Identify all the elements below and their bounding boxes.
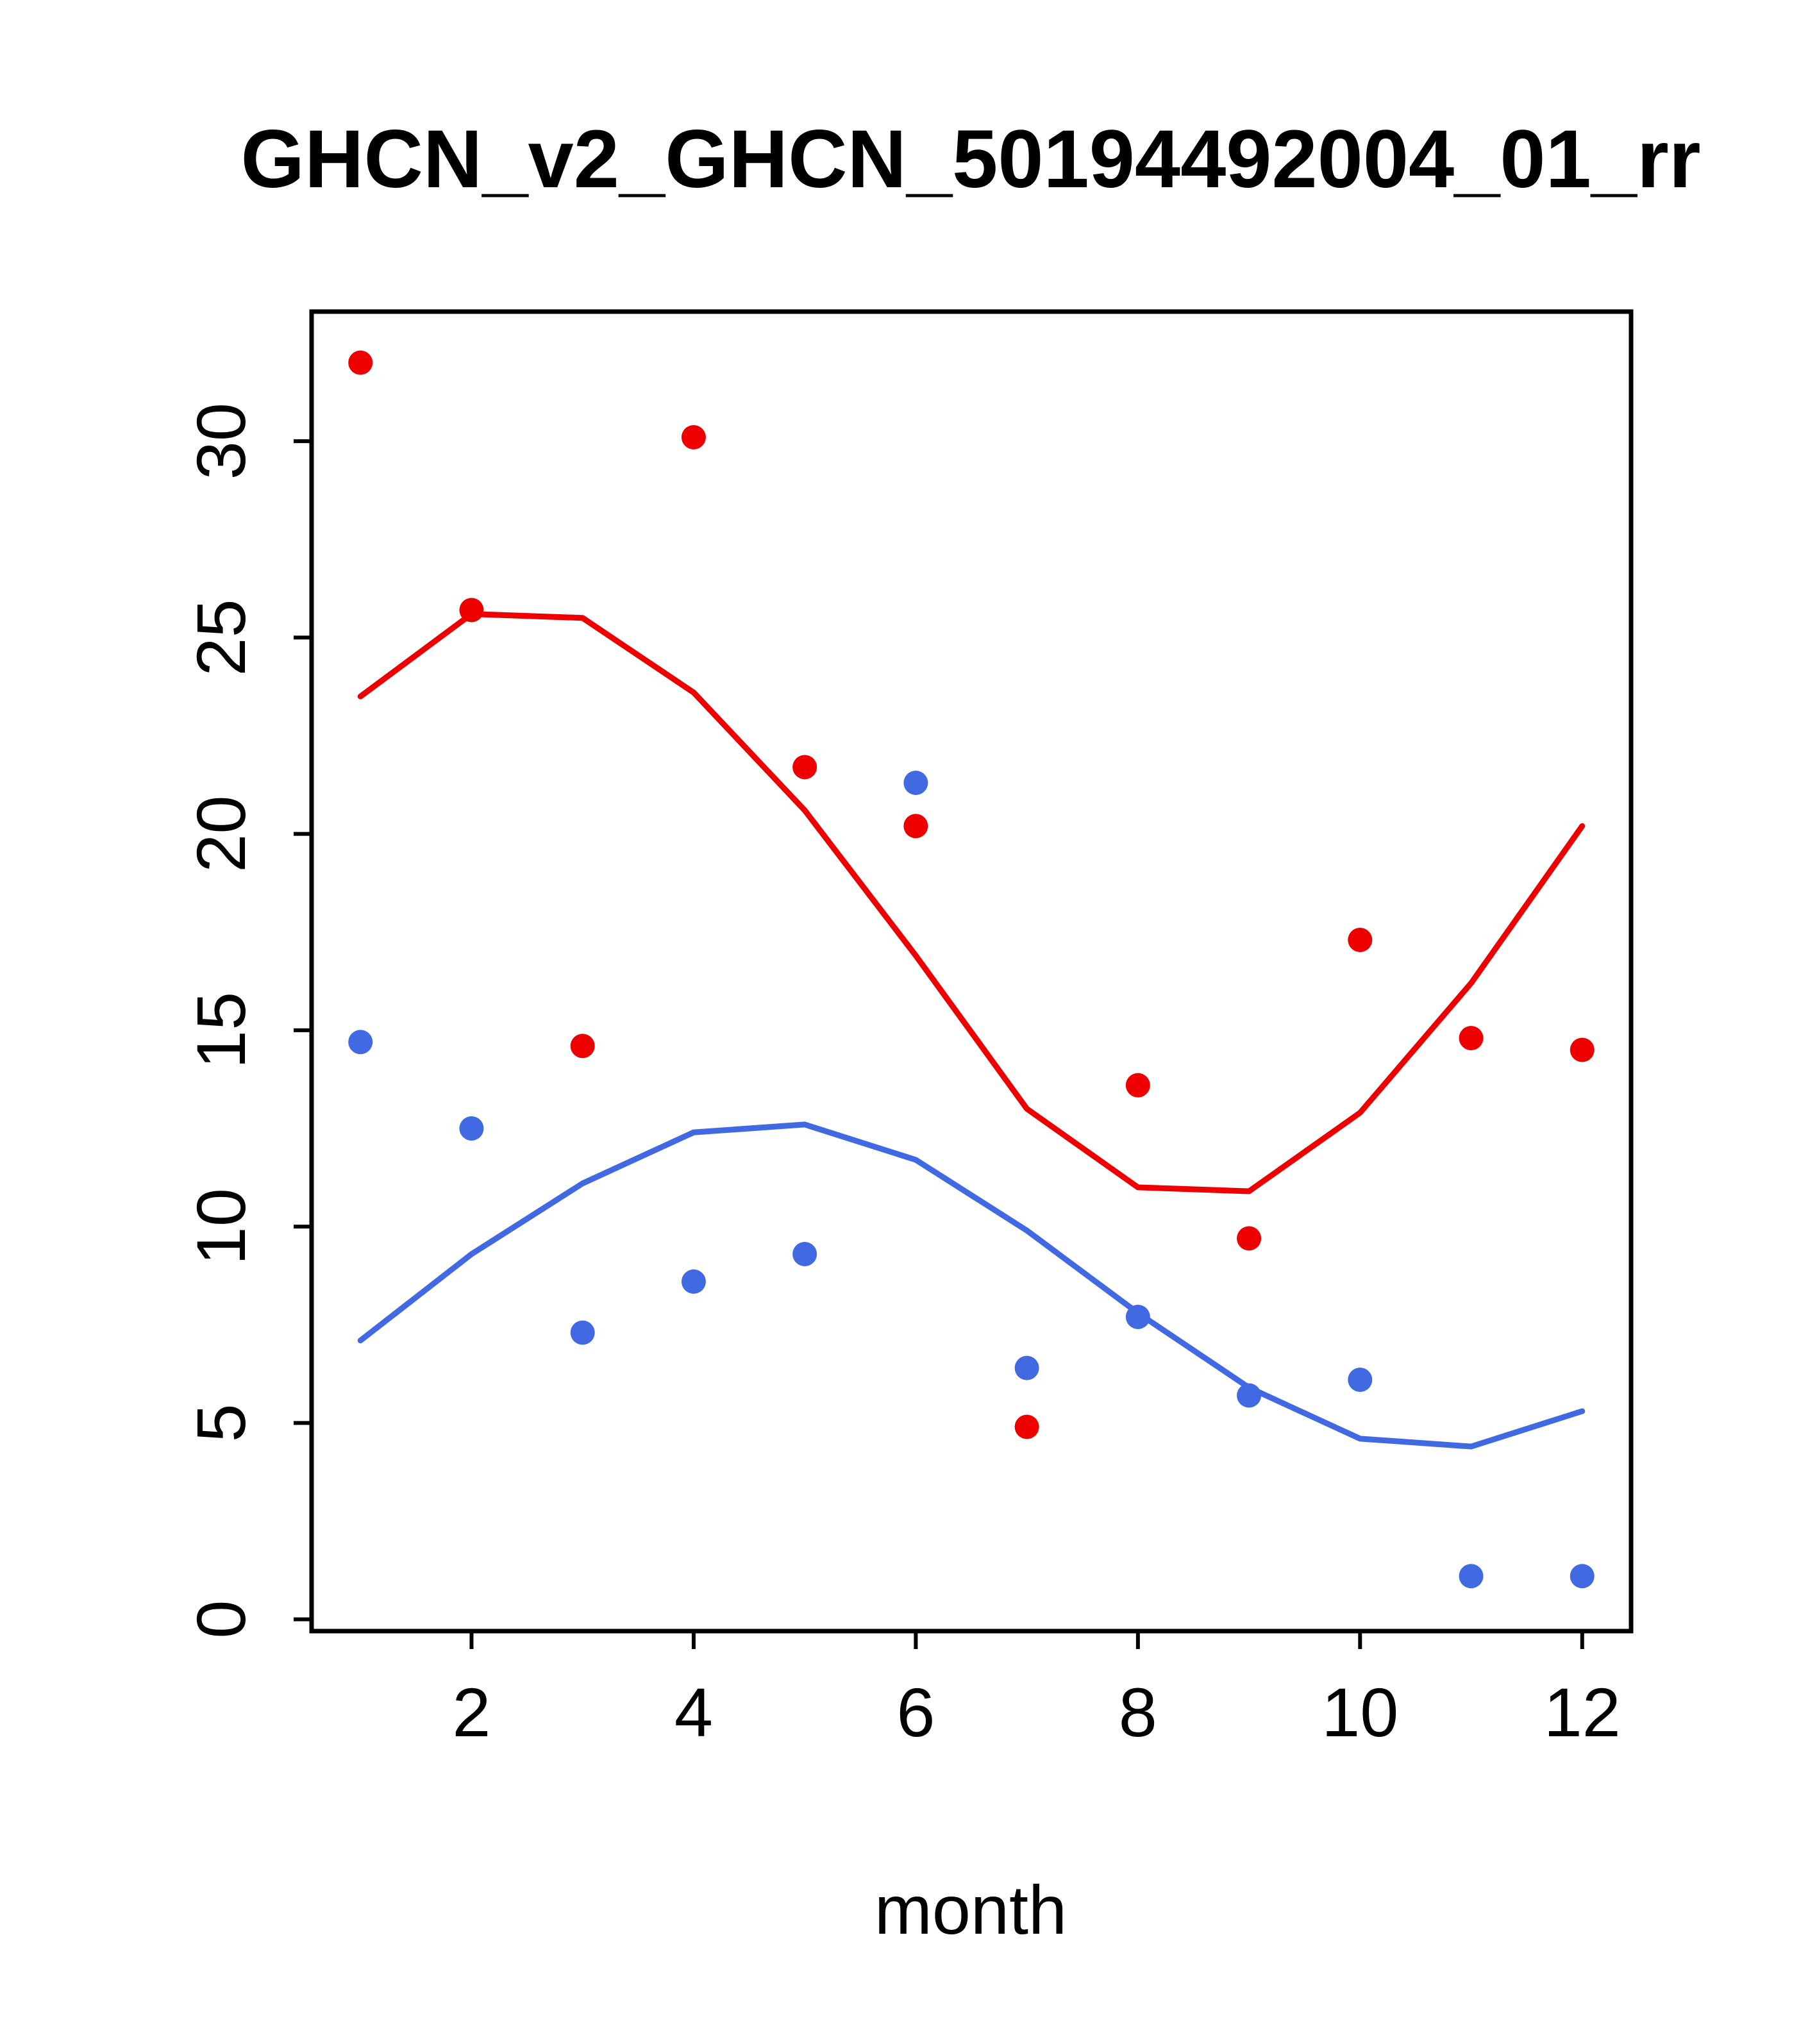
red-point bbox=[1014, 1414, 1039, 1439]
blue-point bbox=[570, 1320, 595, 1345]
red-point bbox=[1125, 1073, 1150, 1098]
x-tick-label: 6 bbox=[896, 1673, 935, 1751]
x-tick-label: 8 bbox=[1119, 1673, 1157, 1751]
red-points bbox=[348, 350, 1595, 1439]
red-point bbox=[570, 1034, 595, 1059]
x-axis-ticks: 2 4 6 8 10 12 bbox=[452, 1631, 1621, 1751]
x-tick-label: 10 bbox=[1321, 1673, 1398, 1751]
red-point bbox=[903, 814, 928, 839]
y-tick-label: 5 bbox=[182, 1403, 260, 1442]
blue-point bbox=[1348, 1368, 1373, 1392]
blue-point bbox=[903, 771, 928, 795]
y-tick-label: 0 bbox=[182, 1600, 260, 1639]
chart-title: GHCN_v2_GHCN_50194492004_01_rr bbox=[240, 113, 1700, 205]
red-point bbox=[1570, 1037, 1595, 1062]
blue-point bbox=[348, 1030, 373, 1055]
y-tick-label: 30 bbox=[182, 403, 260, 480]
blue-point bbox=[1014, 1355, 1039, 1380]
blue-point bbox=[459, 1116, 484, 1141]
red-point bbox=[348, 350, 373, 375]
red-point bbox=[1459, 1026, 1484, 1051]
blue-points bbox=[348, 771, 1595, 1589]
blue-point bbox=[1570, 1564, 1595, 1589]
red-point bbox=[681, 425, 706, 449]
x-tick-label: 2 bbox=[452, 1673, 490, 1751]
blue-point bbox=[681, 1269, 706, 1294]
red-point bbox=[1348, 928, 1373, 952]
red-point bbox=[792, 755, 817, 780]
blue-point bbox=[792, 1242, 817, 1266]
blue-point bbox=[1459, 1564, 1484, 1589]
chart-series bbox=[348, 350, 1595, 1589]
x-axis-label: month bbox=[875, 1871, 1067, 1948]
x-tick-label: 12 bbox=[1544, 1673, 1621, 1751]
blue-smooth-line bbox=[357, 1121, 1586, 1450]
x-tick-label: 4 bbox=[674, 1673, 713, 1751]
y-tick-label: 20 bbox=[182, 796, 260, 873]
y-tick-label: 15 bbox=[182, 992, 260, 1069]
y-tick-label: 25 bbox=[182, 599, 260, 676]
y-tick-label: 10 bbox=[182, 1188, 260, 1265]
red-smooth-line bbox=[357, 611, 1586, 1194]
plot-box bbox=[309, 309, 1634, 1634]
y-axis-ticks: 0 5 10 15 20 25 30 bbox=[182, 403, 312, 1639]
red-point bbox=[1237, 1226, 1262, 1251]
